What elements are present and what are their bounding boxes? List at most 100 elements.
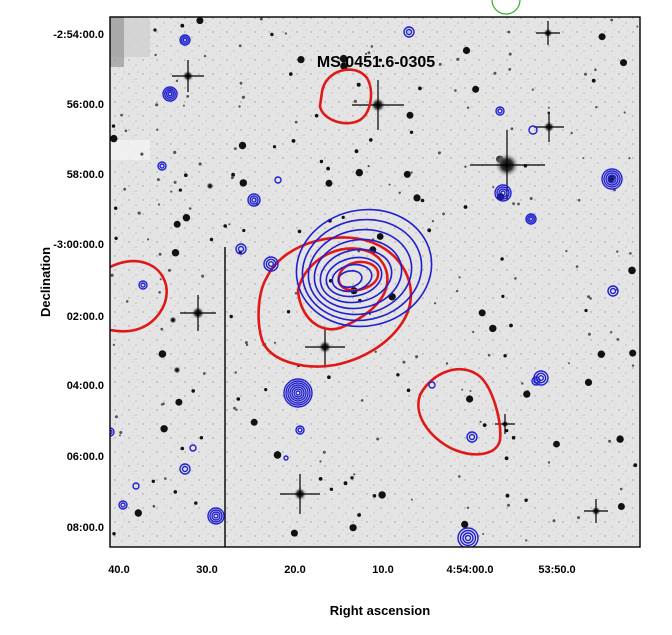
- xray-source-ring: [601, 168, 623, 190]
- star: [159, 278, 162, 281]
- xray-source-ring: [525, 213, 537, 225]
- xray-source-ring: [291, 386, 305, 400]
- star: [616, 338, 620, 341]
- star: [489, 324, 497, 333]
- xray-source-ring: [495, 106, 505, 116]
- xray-source-ring: [181, 465, 189, 473]
- star: [236, 397, 241, 401]
- star: [339, 54, 348, 63]
- star: [231, 172, 236, 177]
- star: [512, 202, 515, 206]
- star: [413, 194, 421, 202]
- xray-source-ring: [497, 108, 503, 114]
- xray-source-ring: [459, 529, 477, 547]
- star: [591, 78, 596, 83]
- xray-source-ring: [162, 86, 178, 102]
- star: [415, 355, 419, 359]
- star: [272, 145, 277, 149]
- star: [194, 501, 198, 505]
- x-tick-label: 40.0: [108, 564, 129, 576]
- star: [517, 202, 520, 206]
- star: [198, 162, 202, 166]
- star: [355, 168, 363, 177]
- xray-source-ring: [249, 195, 259, 205]
- star: [595, 106, 598, 109]
- star: [610, 18, 614, 22]
- star: [291, 139, 296, 143]
- star: [445, 362, 449, 365]
- xray-contour-sources: [110, 26, 623, 547]
- star: [354, 149, 359, 154]
- star: [577, 516, 580, 520]
- xray-source-ring: [140, 282, 146, 288]
- xray-source-ring: [533, 378, 539, 384]
- star: [472, 85, 480, 93]
- star: [431, 220, 434, 223]
- xray-source-ring: [464, 534, 472, 542]
- star: [364, 52, 368, 56]
- sky-image: [110, 17, 640, 547]
- xray-source-ring: [283, 378, 313, 408]
- star: [466, 395, 474, 403]
- star: [111, 124, 116, 128]
- star: [409, 130, 414, 134]
- star: [233, 406, 236, 410]
- star: [575, 265, 579, 268]
- star: [461, 520, 469, 529]
- xray-contour-ring: [295, 208, 433, 328]
- xray-source-ring: [235, 243, 247, 255]
- star: [525, 539, 528, 542]
- xray-source-ring: [159, 163, 165, 169]
- star: [343, 481, 348, 486]
- star: [629, 349, 637, 357]
- radio-contour-southeast: [417, 367, 502, 456]
- star: [511, 435, 516, 440]
- y-axis-ticks: -2:54:00.0 56:00.0 58:00.0 -3:00:00.0 02…: [53, 29, 104, 534]
- star: [353, 473, 356, 476]
- star: [229, 314, 233, 319]
- star: [508, 68, 512, 71]
- star: [372, 494, 377, 498]
- y-tick-label: 58:00.0: [67, 169, 104, 181]
- xray-contour-ring: [337, 269, 363, 289]
- star: [239, 81, 243, 85]
- star: [297, 56, 305, 64]
- xray-source-ring: [295, 425, 305, 435]
- star: [162, 402, 165, 406]
- star: [264, 388, 268, 392]
- star: [182, 214, 191, 222]
- star: [402, 360, 406, 364]
- star: [124, 129, 128, 133]
- xray-source-ring: [287, 382, 309, 404]
- star: [617, 503, 625, 510]
- star: [523, 390, 531, 398]
- star: [238, 141, 247, 150]
- xray-source-ring: [468, 433, 476, 441]
- star: [171, 249, 180, 257]
- xray-contour-ring: [307, 228, 413, 316]
- star: [327, 375, 331, 380]
- star: [167, 268, 171, 272]
- star: [500, 257, 504, 261]
- star: [289, 72, 293, 76]
- star: [154, 53, 157, 57]
- star: [507, 503, 510, 507]
- star: [245, 343, 249, 347]
- y-tick-label: 56:00.0: [67, 99, 104, 111]
- x-tick-label: 20.0: [284, 564, 305, 576]
- xray-source-ring: [237, 245, 245, 253]
- star: [153, 28, 157, 32]
- xray-source-ring: [466, 431, 478, 443]
- xray-source-ring: [528, 125, 538, 135]
- star: [203, 54, 207, 58]
- x-tick-label: 30.0: [196, 564, 217, 576]
- star: [616, 435, 624, 443]
- xray-source-ring: [283, 455, 289, 461]
- x-axis-ticks: 40.0 30.0 20.0 10.0 4:54:00.0 53:50.0: [108, 564, 575, 576]
- xray-source-ring: [267, 260, 275, 268]
- star: [505, 429, 509, 433]
- star: [418, 86, 422, 91]
- star: [529, 197, 533, 200]
- xray-source-ring: [609, 176, 615, 182]
